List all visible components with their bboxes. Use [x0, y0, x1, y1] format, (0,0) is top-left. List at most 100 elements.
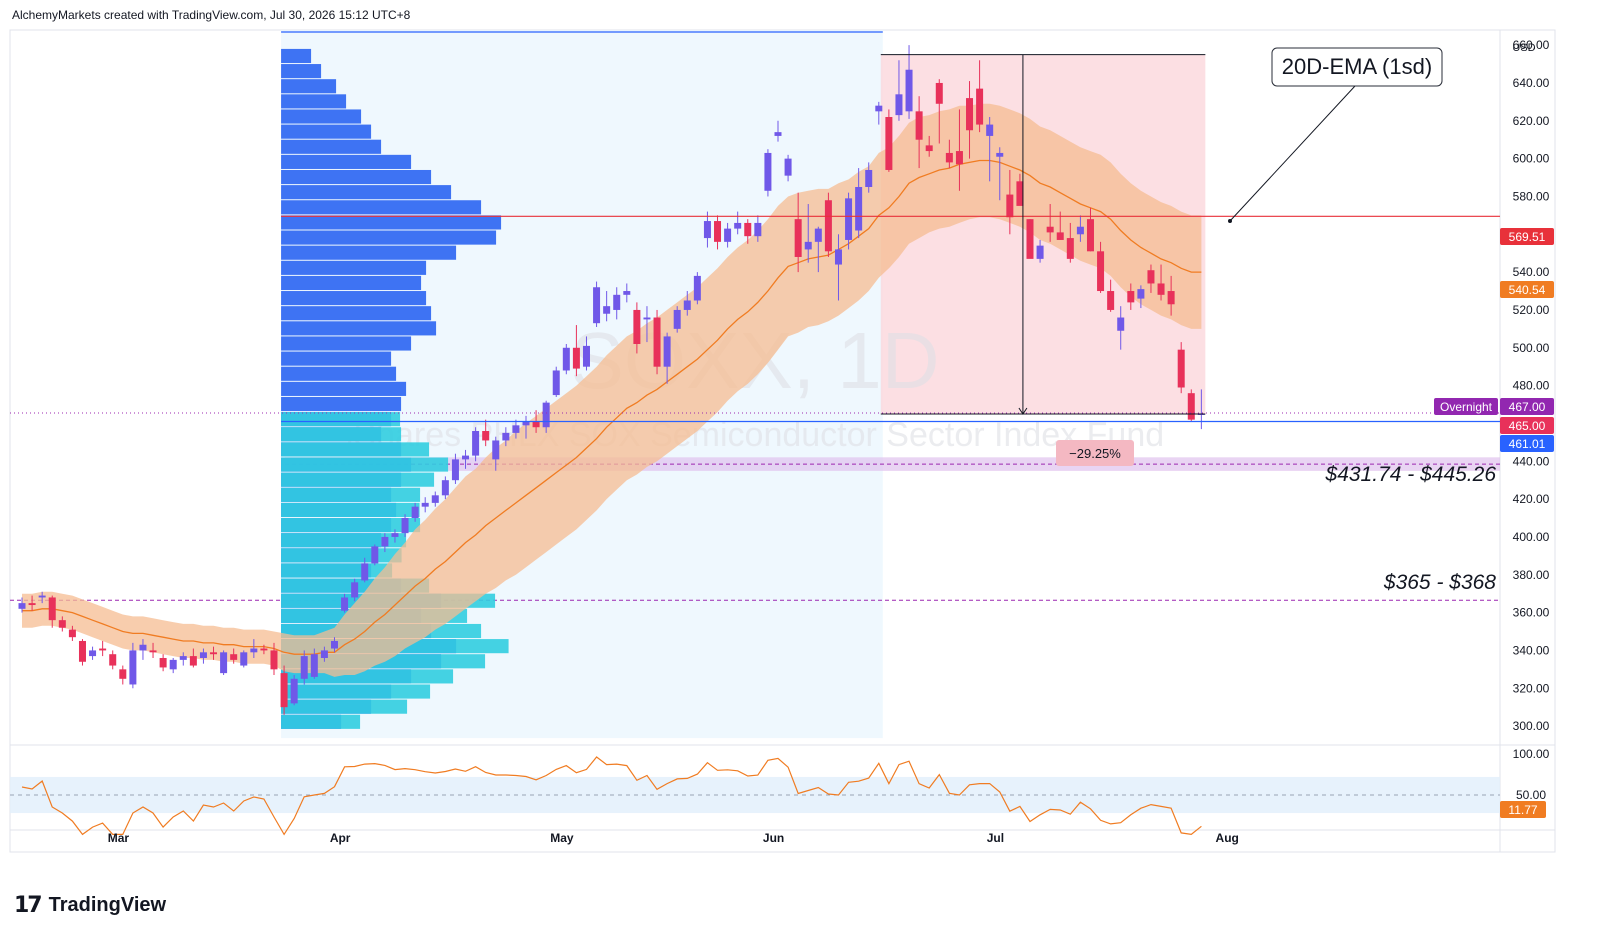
candle-body-2026-06-04: [754, 222, 762, 237]
overnight-tag-bg: [1500, 398, 1554, 415]
price-axis[interactable]: USD 300.00 320.00 340.00 360.00 380.00 400.00 4…: [1512, 38, 1549, 733]
x-label-aug: Aug: [1216, 831, 1239, 845]
y-tick-420: 420.00: [1513, 492, 1550, 506]
candle-body-2026-05-11: [572, 347, 580, 369]
candle-body-2026-06-19: [865, 169, 873, 187]
candle-body-2026-03-24: [230, 654, 238, 660]
vp-bar-up-27: [281, 306, 432, 321]
candle-body-2026-04-08: [341, 597, 349, 611]
candle-body-2026-07-08: [996, 152, 1004, 157]
x-label-mar: Mar: [108, 831, 130, 845]
vp-bar-up-23: [281, 366, 397, 381]
vp-bar-up-40: [281, 109, 362, 124]
candle-body-2026-06-18: [855, 186, 863, 231]
close-price-tag: 465.00: [1500, 417, 1554, 434]
candle-body-2026-06-15: [824, 200, 832, 252]
annotations: $431.74 - $445.26 $365 - $368 20D-EMA (1…: [1056, 47, 1496, 594]
rsi-tag-text: 11.77: [1508, 803, 1537, 817]
vp-bar-up-28: [281, 291, 427, 306]
ema-tag-bg: [1500, 281, 1554, 298]
candle-body-2026-02-27: [58, 620, 66, 628]
candle-body-2026-05-05: [532, 421, 540, 428]
candle-body-2026-02-25: [38, 595, 46, 598]
y-tick-440: 440.00: [1513, 454, 1550, 468]
overnight-name-text: Overnight: [1440, 400, 1493, 414]
candle-body-2026-04-13: [371, 546, 379, 564]
rsi-tag-bg: [1500, 801, 1546, 818]
time-axis[interactable]: Mar Apr May Jun Jul Aug: [108, 831, 1239, 845]
candle-body-2026-05-14: [603, 306, 611, 314]
candle-body-2026-03-11: [139, 644, 147, 651]
close-tag-bg: [1500, 417, 1554, 434]
candle-body-2026-03-26: [250, 648, 258, 653]
ema-band: [22, 103, 1202, 677]
candle-body-2026-04-24: [462, 455, 470, 460]
candle-body-2026-05-28: [703, 221, 711, 239]
candle-body-2026-07-27: [1127, 291, 1135, 303]
tradingview-mark-icon: 17: [14, 893, 43, 918]
vp-bar-up-41: [281, 94, 347, 109]
candle-body-2026-04-21: [431, 495, 439, 503]
candle-body-2026-05-18: [623, 291, 631, 295]
candle-body-2026-05-29: [714, 221, 722, 242]
candle-body-2026-05-21: [653, 317, 661, 367]
candle-body-2026-06-10: [794, 219, 802, 257]
line-tag-bg: [1500, 435, 1554, 452]
vp-bar-up-37: [281, 154, 412, 169]
candle-body-2026-06-08: [774, 132, 782, 136]
candle-body-2026-07-02: [955, 151, 963, 165]
candle-body-2026-07-21: [1086, 219, 1094, 252]
candle-body-2026-03-05: [99, 648, 107, 651]
vp-bar-up-35: [281, 185, 452, 200]
vp-bar-down-16: [281, 472, 435, 487]
candle-body-2026-05-22: [663, 336, 671, 367]
tradingview-logo-text: TradingView: [48, 894, 167, 916]
candle-body-2026-07-14: [1036, 245, 1044, 259]
vp-bar-down-15: [281, 487, 421, 502]
candle-body-2026-02-26: [48, 597, 56, 621]
y-tick-580: 580.00: [1513, 189, 1550, 203]
candle-body-2026-07-23: [1107, 291, 1115, 310]
candle-body-2026-06-01: [724, 228, 732, 242]
candle-body-2026-03-16: [169, 659, 177, 670]
vp-bar-down-20: [281, 412, 401, 427]
candle-body-2026-03-09: [119, 669, 127, 679]
vp-bar-up-30: [281, 260, 427, 275]
vp-bar-up-38: [281, 139, 382, 154]
candle-body-2026-06-16: [834, 249, 842, 265]
candle-body-2026-04-01: [290, 678, 298, 704]
overnight-price-tag: Overnight 467.00: [1434, 398, 1554, 415]
candle-body-2026-05-27: [693, 275, 701, 301]
candle-body-2026-04-27: [472, 431, 480, 456]
y-tick-380: 380.00: [1513, 568, 1550, 582]
candle-body-2026-06-12: [814, 228, 822, 242]
candle-body-2026-07-06: [976, 88, 984, 125]
lines: [10, 54, 1500, 423]
candle-body-2026-07-01: [945, 152, 953, 163]
x-label-may: May: [550, 831, 574, 845]
candle-body-2026-04-09: [351, 582, 359, 598]
candle-body-2026-03-10: [129, 650, 137, 685]
vp-bar-up-32: [281, 230, 497, 245]
candle-body-2026-06-03: [744, 222, 752, 237]
candle-body-2026-05-25: [673, 309, 681, 329]
candle-body-2026-05-06: [542, 402, 550, 428]
ema-callout[interactable]: 20D-EMA (1sd): [1228, 47, 1443, 223]
candle-body-2026-07-20: [1076, 226, 1084, 235]
candle-body-2026-06-26: [915, 111, 923, 140]
vp-bar-down-2: [281, 684, 431, 699]
tradingview-logo[interactable]: 17 TradingView: [14, 893, 166, 918]
line-price-tag: 461.01: [1500, 435, 1554, 452]
candle-body-2026-07-22: [1097, 251, 1105, 292]
vp-bar-up-44: [281, 48, 312, 64]
candle-body-2026-02-23: [18, 603, 26, 609]
rsi-pane: 50.00 100.00: [10, 747, 1550, 836]
candle-body-2026-03-04: [89, 650, 97, 657]
callout-box: [1271, 47, 1443, 87]
zone-lower-label: $365 - $368: [1383, 571, 1496, 594]
ema-tag-text: 540.54: [1509, 283, 1546, 297]
candle-body-2026-05-12: [582, 345, 590, 367]
vp-bar-down-11: [281, 548, 402, 563]
candle-body-2026-06-30: [935, 82, 943, 104]
